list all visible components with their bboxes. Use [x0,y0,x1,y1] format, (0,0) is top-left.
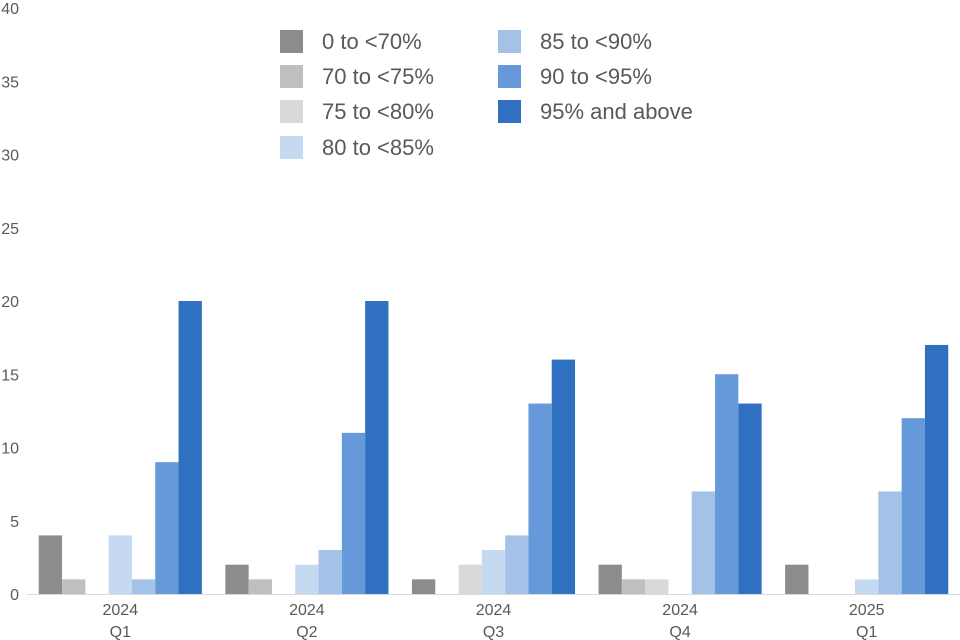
bar [878,491,902,594]
bar [505,535,529,594]
bar [295,564,319,594]
legend-swatch [280,30,303,53]
bar [38,535,63,594]
x-tick-label-year: 2024 [103,602,139,619]
bar [924,344,949,594]
bar [855,579,879,594]
bars [38,301,949,594]
bar [341,432,366,594]
x-axis-labels: 2024 Q1 2024 Q2 2024 Q3 2024 Q4 2025 Q1 [103,602,885,640]
bar [411,579,436,594]
legend-label: 0 to <70% [322,29,422,54]
legend-item: 85 to <90% [498,29,652,54]
legend-item: 0 to <70% [280,29,422,54]
bar [62,579,86,594]
bar [691,491,716,594]
x-tick-label-quarter: Q2 [296,624,317,640]
bar [155,462,179,594]
legend-swatch [280,136,303,159]
y-tick-label: 15 [1,367,19,384]
bar [131,579,156,594]
legend-item: 90 to <95% [498,64,652,89]
x-tick-label-quarter: Q1 [110,624,131,640]
legend-swatch [498,100,521,123]
bar [458,564,482,594]
bar [225,564,249,594]
bar [318,550,342,594]
bar [785,564,809,594]
bar [248,579,272,594]
bar [481,550,506,594]
legend-item: 70 to <75% [280,64,434,89]
y-tick-label: 5 [10,514,19,531]
x-tick-label-quarter: Q4 [669,624,690,640]
legend-item: 80 to <85% [280,135,434,160]
bar [598,564,622,594]
bar [365,301,389,594]
bar [551,359,576,594]
x-tick-label-year: 2024 [662,602,698,619]
bar [528,403,552,594]
y-tick-label: 40 [1,1,19,18]
x-tick-label-year: 2024 [476,602,512,619]
legend-label: 70 to <75% [322,64,434,89]
legend-item: 75 to <80% [280,99,434,124]
legend-label: 95% and above [540,99,693,124]
y-tick-label: 20 [1,294,19,311]
legend-swatch [498,65,521,88]
x-tick-label-quarter: Q3 [483,624,504,640]
bar [621,579,646,594]
y-tick-label: 30 [1,148,19,165]
legend-label: 85 to <90% [540,29,652,54]
legend: 0 to <70% 70 to <75% 75 to <80% 80 to <85% 8… [280,29,693,160]
x-tick-label-quarter: Q1 [856,624,877,640]
y-tick-label: 25 [1,221,19,238]
y-tick-label: 10 [1,441,19,458]
legend-label: 80 to <85% [322,135,434,160]
legend-swatch [280,100,303,123]
bar [738,403,762,594]
legend-label: 75 to <80% [322,99,434,124]
legend-swatch [280,65,303,88]
x-tick-label-year: 2025 [849,602,885,619]
bar [108,535,132,594]
y-axis-ticks: 0 5 10 15 20 25 30 35 40 [1,1,19,604]
legend-swatch [498,30,521,53]
x-tick-label-year: 2024 [289,602,325,619]
legend-item: 95% and above [498,99,693,124]
y-tick-label: 35 [1,74,19,91]
bar [901,418,925,594]
legend-label: 90 to <95% [540,64,652,89]
bar [178,301,202,594]
y-tick-label: 0 [10,587,19,604]
bar [645,579,669,594]
bar [715,374,739,594]
